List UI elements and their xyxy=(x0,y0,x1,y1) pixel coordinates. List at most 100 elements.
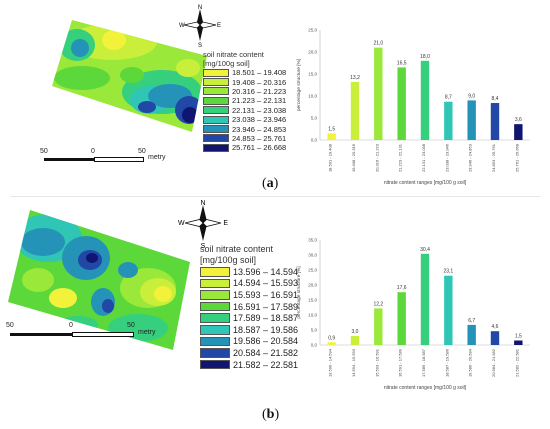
bar-chart-b: 0,0 5,0 10,0 15,0 20,0 25,0 30,0 35,0 0,9 13.596 … xyxy=(296,238,530,391)
y-tick-label: 20,0 xyxy=(308,50,317,55)
y-tick-label: 35,0 xyxy=(308,238,317,243)
bar xyxy=(374,308,383,345)
bar-value-label: 30,4 xyxy=(420,247,430,253)
legend-swatch xyxy=(200,348,230,358)
legend-item: 20.584 – 21.582 xyxy=(200,347,298,359)
legend-swatch xyxy=(203,134,229,143)
scale-label-mid: 0 xyxy=(91,148,95,155)
x-tick-label: 18.587 - 19.586 xyxy=(444,348,449,377)
compass-w: W xyxy=(179,23,185,29)
legend-unit: [mg/100g soil] xyxy=(203,59,250,68)
legend-b: soil nitrate content [mg/100g soil] 13.5… xyxy=(200,244,298,370)
compass-n: N xyxy=(200,200,205,207)
legend-swatch xyxy=(203,125,229,134)
legend-swatch xyxy=(203,115,229,124)
legend-item: 13.596 – 14.594 xyxy=(200,266,298,278)
legend-swatch xyxy=(200,290,230,300)
x-tick-label: 14.594 - 15.593 xyxy=(351,348,356,377)
scale-label-left: 50 xyxy=(6,322,14,329)
legend-swatch xyxy=(200,267,230,277)
legend-item: 21.223 – 22.131 xyxy=(203,96,286,105)
bar-value-label: 9,0 xyxy=(468,93,475,99)
x-tick-label: 17.589 - 18.587 xyxy=(421,348,426,377)
x-tick-label: 23.038 - 23.946 xyxy=(444,143,449,172)
x-tick-label: 16.591 - 17.589 xyxy=(398,348,403,377)
legend-item: 19.408 – 20.316 xyxy=(203,77,287,87)
legend-item: 18.501 – 19.408 xyxy=(203,68,286,77)
legend-rows-a: 18.501 – 19.408 19.408 – 20.316 20.316 – 2… xyxy=(203,68,286,153)
x-tick-label: 15.593 - 16.591 xyxy=(374,348,379,377)
legend-label: 22.131 – 23.038 xyxy=(232,105,287,115)
legend-item: 20.316 – 21.223 xyxy=(203,87,286,96)
legend-swatch xyxy=(200,278,230,289)
bar-value-label: 16,5 xyxy=(397,60,407,66)
bar xyxy=(374,47,383,140)
bar-value-label: 3,0 xyxy=(352,329,359,335)
bar-value-label: 0,9 xyxy=(328,335,335,341)
legend-unit: [mg/100g soil] xyxy=(200,255,257,265)
bar xyxy=(467,324,476,345)
legend-swatch xyxy=(200,301,230,312)
legend-item: 18.587 – 19.586 xyxy=(200,324,298,336)
compass-s: S xyxy=(198,43,202,47)
legend-item: 14.594 – 15.593 xyxy=(200,278,298,290)
bar xyxy=(420,60,430,140)
legend-item: 15.593 – 16.591 xyxy=(200,289,298,301)
legend-label: 24.853 – 25.761 xyxy=(232,133,287,143)
panel-label-a: (a) xyxy=(262,176,279,191)
legend-label: 15.593 – 16.591 xyxy=(233,289,299,300)
nitrate-map-b xyxy=(8,210,190,350)
x-tick-label: 23.946 - 24.853 xyxy=(468,143,473,172)
bar-value-label: 1,5 xyxy=(515,334,522,340)
x-tick-label: 25.761 - 26.668 xyxy=(514,143,519,172)
bar-value-label: 17,6 xyxy=(397,285,407,291)
legend-label: 17.589 – 18.587 xyxy=(233,313,299,324)
figure-panel-b: N S E W soil nitrate content [mg/100g so… xyxy=(0,196,550,422)
bar-value-label: 3,6 xyxy=(515,117,522,123)
legend-item: 16.591 – 17.589 xyxy=(200,301,298,313)
legend-rows-b: 13.596 – 14.594 14.594 – 15.593 15.593 – 1… xyxy=(200,266,298,370)
bar-value-label: 18,0 xyxy=(420,54,430,60)
scale-segment xyxy=(94,157,144,162)
scale-unit: metry xyxy=(138,329,156,336)
scale-unit: metry xyxy=(148,154,166,161)
legend-swatch xyxy=(200,336,230,347)
y-tick-label: 0,0 xyxy=(311,343,318,348)
bar xyxy=(490,331,500,345)
figure-panel-a: N S E W soil nitrate content [mg/100g so… xyxy=(0,0,550,196)
bar-value-label: 8,4 xyxy=(492,96,499,102)
legend-label: 21.582 – 22.581 xyxy=(233,359,299,370)
legend-label: 18.501 – 19.408 xyxy=(232,68,287,78)
legend-label: 16.591 – 17.589 xyxy=(233,301,299,312)
legend-label: 19.408 – 20.316 xyxy=(232,77,287,87)
bar xyxy=(467,100,476,140)
compass-e: E xyxy=(223,220,228,227)
bar-value-label: 21,0 xyxy=(373,41,383,47)
compass-rose-icon: N S E W xyxy=(178,200,228,248)
x-tick-label: 19.408 - 20.316 xyxy=(351,143,356,172)
bar xyxy=(514,340,523,345)
y-tick-label: 20,0 xyxy=(308,283,317,288)
bar-value-label: 4,6 xyxy=(492,324,499,330)
legend-swatch xyxy=(203,96,229,105)
x-tick-label: 20.584 - 21.582 xyxy=(491,348,496,377)
bar xyxy=(514,124,523,140)
y-tick-label: 15,0 xyxy=(308,72,317,77)
x-tick-label: 22.131 - 23.038 xyxy=(421,143,426,172)
legend-item: 24.853 – 25.761 xyxy=(203,134,286,143)
legend-label: 23.038 – 23.946 xyxy=(232,115,287,125)
y-tick-label: 10,0 xyxy=(308,94,317,99)
x-tick-label: 18.501 - 19.408 xyxy=(328,143,333,172)
bar xyxy=(420,253,430,345)
y-tick-label: 5,0 xyxy=(311,116,318,121)
y-tick-label: 25,0 xyxy=(308,268,317,273)
compass-s: S xyxy=(201,243,206,248)
bar xyxy=(444,275,453,345)
bar-value-label: 8,7 xyxy=(445,95,452,101)
legend-swatch xyxy=(203,68,229,77)
legend-swatch xyxy=(203,143,229,152)
legend-item: 19.586 – 20.584 xyxy=(200,336,298,348)
bar xyxy=(444,101,453,140)
x-tick-label: 21.582 - 22.581 xyxy=(514,348,519,377)
scale-label-mid: 0 xyxy=(69,322,73,329)
